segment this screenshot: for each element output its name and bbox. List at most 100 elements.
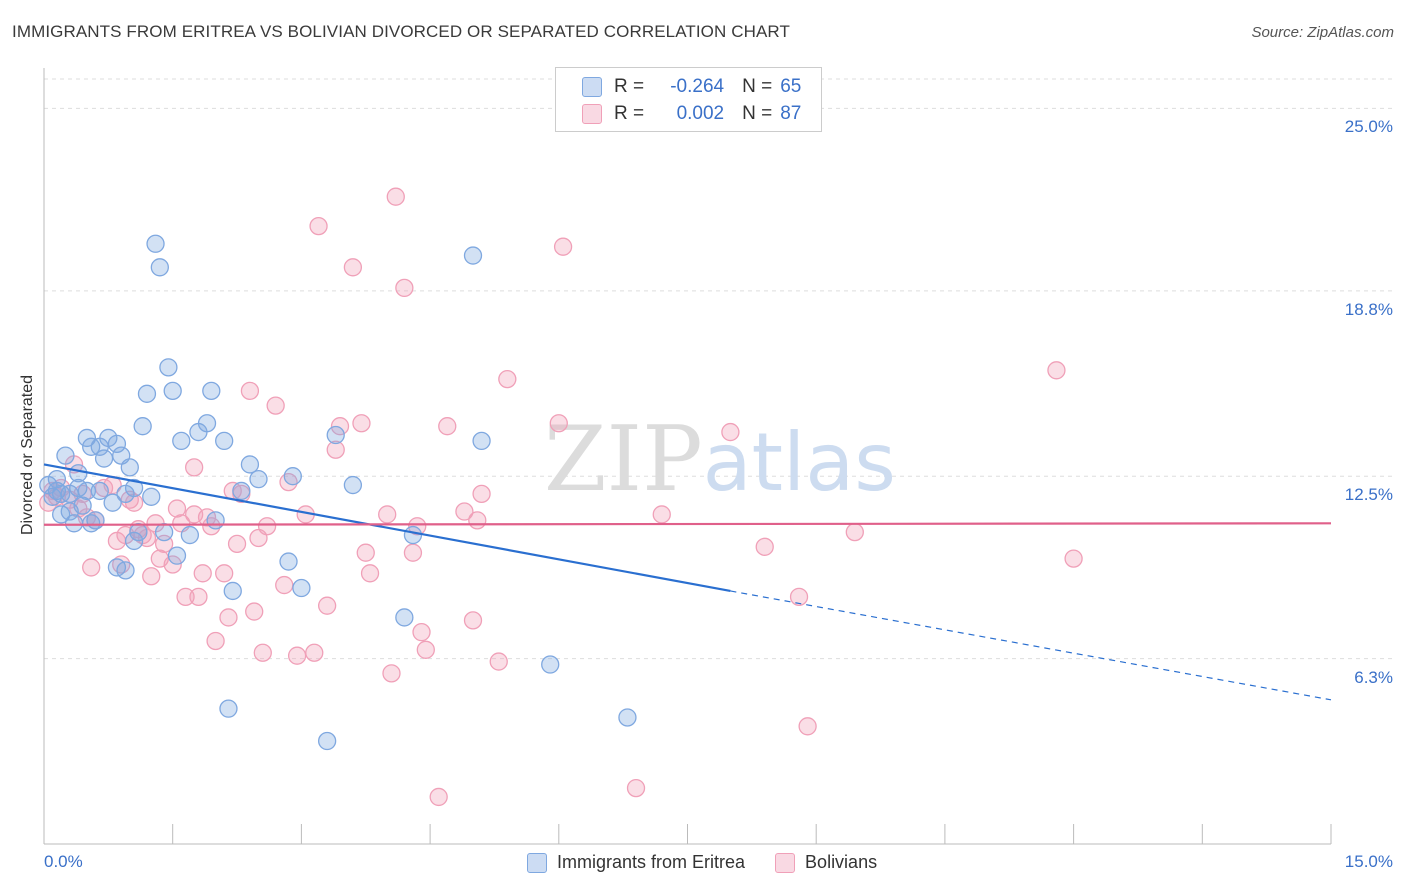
point-eritrea — [77, 481, 97, 501]
point-eritrea — [172, 431, 191, 451]
point-eritrea — [283, 467, 302, 486]
point-bolivians — [408, 517, 427, 536]
point-bolivians — [227, 534, 247, 554]
point-bolivians — [356, 543, 375, 562]
point-eritrea — [403, 525, 423, 545]
point-bolivians — [326, 440, 345, 459]
legend-swatch-bolivians — [775, 852, 796, 873]
point-eritrea — [206, 511, 225, 530]
point-bolivians — [309, 216, 328, 236]
point-bolivians — [553, 237, 573, 256]
point-bolivians — [215, 564, 234, 583]
legend-label-bolivians: Bolivians — [805, 852, 878, 872]
point-bolivians — [184, 458, 204, 477]
point-bolivians — [845, 522, 864, 542]
legend-row-bolivians: R = 0.002 N = 87 — [582, 101, 801, 127]
point-eritrea — [154, 522, 174, 542]
watermark-zip: ZIP — [544, 407, 703, 512]
point-eritrea — [202, 381, 221, 401]
point-bolivians — [1064, 549, 1083, 568]
point-bolivians — [455, 502, 474, 521]
point-eritrea — [103, 493, 122, 512]
point-bolivians — [163, 555, 182, 574]
trend-line-bolivians — [43, 522, 1332, 526]
point-eritrea — [82, 514, 101, 533]
point-eritrea — [159, 358, 178, 377]
point-eritrea — [292, 578, 311, 598]
point-bolivians — [142, 567, 161, 586]
point-eritrea — [69, 464, 88, 483]
point-bolivians — [1047, 361, 1066, 380]
point-eritrea — [73, 496, 92, 515]
point-bolivians — [343, 258, 363, 277]
legend-swatch-eritrea — [527, 852, 547, 873]
point-eritrea — [90, 437, 109, 456]
r-label: R = — [614, 76, 645, 97]
point-bolivians — [275, 575, 294, 595]
point-bolivians — [468, 511, 487, 530]
point-bolivians — [330, 417, 350, 436]
point-eritrea — [90, 481, 109, 501]
point-bolivians — [382, 664, 401, 683]
point-bolivians — [253, 643, 272, 662]
n-label: N = — [742, 76, 773, 97]
point-eritrea — [52, 484, 71, 504]
point-bolivians — [219, 608, 238, 627]
n-value: 87 — [780, 103, 802, 124]
n-value: 65 — [780, 76, 802, 97]
point-bolivians — [789, 587, 809, 606]
point-bolivians — [189, 587, 208, 606]
point-bolivians — [549, 414, 568, 433]
point-bolivians — [652, 505, 671, 524]
y-tick-label: 25.0% — [1344, 117, 1393, 137]
point-eritrea — [215, 431, 234, 451]
point-bolivians — [287, 646, 307, 665]
point-eritrea — [317, 731, 337, 751]
trend-line-eritrea-extrapolated — [730, 590, 1332, 701]
grid-lines — [44, 78, 1392, 660]
point-bolivians — [472, 484, 491, 504]
point-eritrea — [167, 546, 187, 565]
n-label: N = — [742, 103, 773, 124]
point-bolivians — [412, 623, 431, 642]
point-bolivians — [266, 396, 285, 415]
watermark: ZIPatlas — [544, 407, 896, 512]
point-eritrea — [279, 552, 298, 571]
point-eritrea — [343, 475, 363, 495]
stats-legend: R = -0.264 N = 65 R = 0.002 N = 87 — [555, 67, 822, 132]
point-eritrea — [249, 470, 268, 489]
point-eritrea — [56, 446, 75, 465]
legend-swatch-bolivians — [582, 104, 602, 124]
legend-item-bolivians[interactable]: Bolivians — [775, 852, 877, 873]
point-bolivians — [416, 640, 435, 659]
point-eritrea — [163, 381, 182, 401]
point-bolivians — [438, 417, 457, 436]
point-eritrea — [133, 417, 152, 436]
point-bolivians — [721, 422, 740, 442]
y-tick-label: 6.3% — [1354, 667, 1393, 687]
point-eritrea — [223, 581, 242, 601]
chart-source: Source: ZipAtlas.com — [1251, 24, 1394, 41]
point-eritrea — [180, 525, 200, 545]
point-bolivians — [626, 778, 646, 798]
y-axis-label: Divorced or Separated — [19, 374, 36, 536]
point-bolivians — [245, 602, 264, 621]
point-bolivians — [176, 587, 195, 606]
point-eritrea — [142, 487, 161, 506]
point-bolivians — [167, 499, 187, 518]
point-eritrea — [463, 246, 483, 265]
point-bolivians — [360, 564, 380, 583]
series-bolivians — [39, 187, 1083, 807]
point-eritrea — [146, 234, 165, 253]
point-bolivians — [798, 717, 817, 736]
point-eritrea — [137, 384, 157, 403]
legend-swatch-eritrea — [582, 77, 602, 97]
point-bolivians — [489, 652, 508, 671]
point-bolivians — [403, 543, 423, 562]
axes — [43, 68, 1332, 845]
trend-lines — [43, 463, 1332, 701]
legend-item-eritrea[interactable]: Immigrants from Eritrea — [527, 852, 745, 873]
point-eritrea — [219, 699, 238, 718]
point-eritrea — [618, 708, 637, 727]
point-bolivians — [193, 564, 212, 583]
